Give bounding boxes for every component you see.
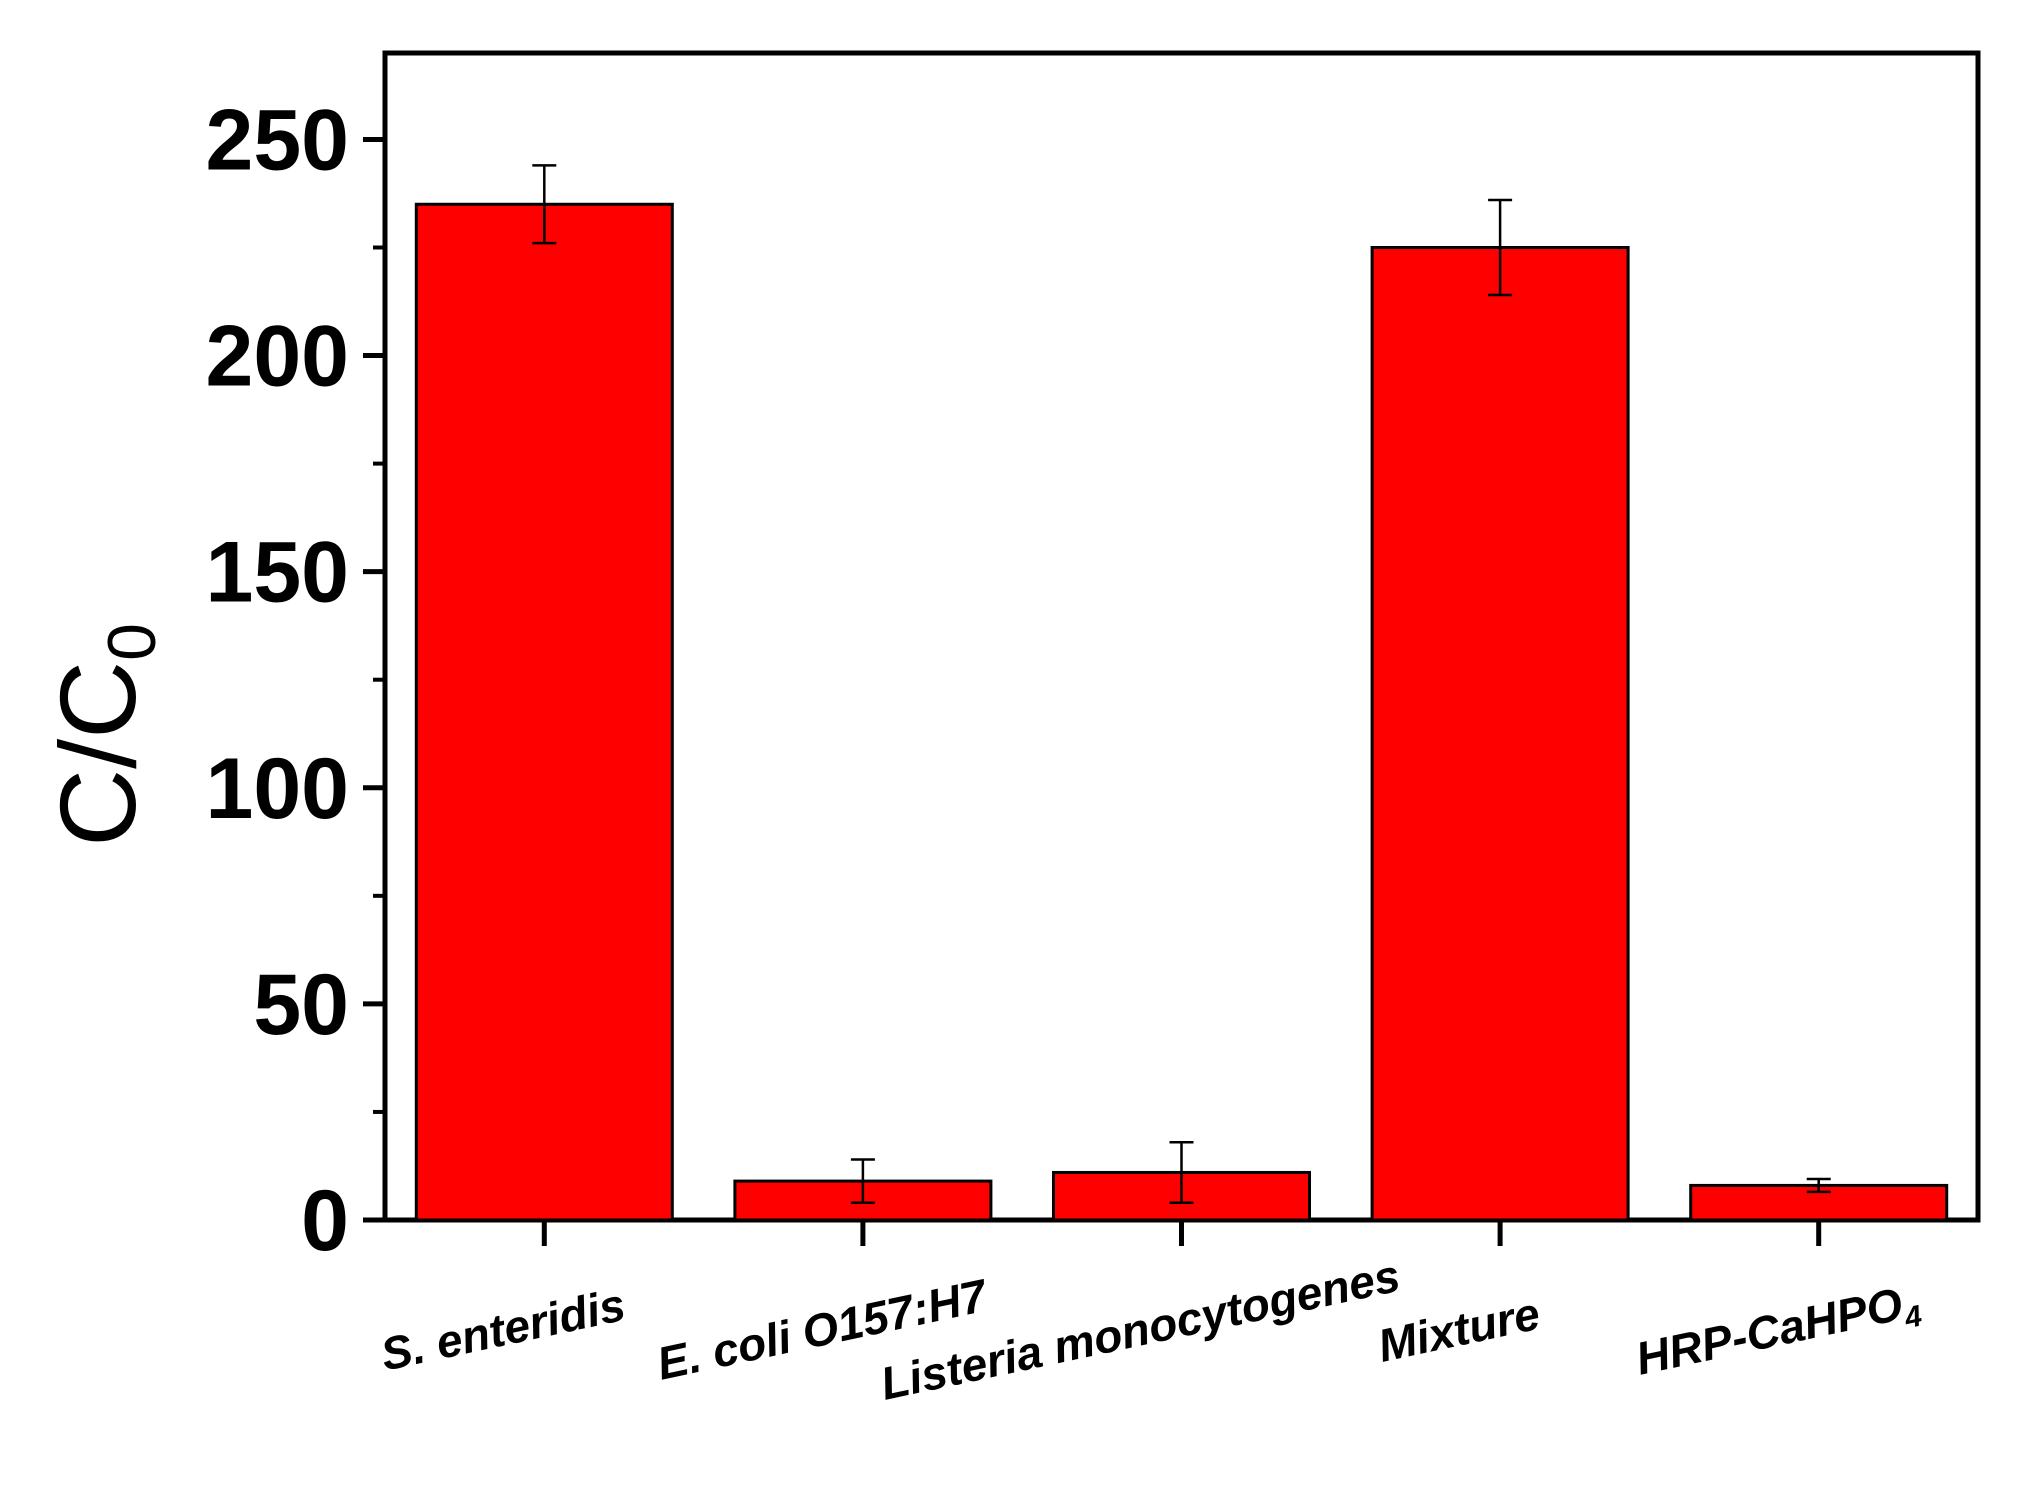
y-tick-label-5: 250	[206, 92, 350, 188]
y-axis: 0 50 100 150 200 250	[206, 92, 385, 1269]
y-tick-label-3: 150	[206, 525, 350, 621]
y-tick-label-4: 200	[206, 309, 350, 405]
bars-layer	[414, 202, 1949, 1222]
y-tick-label-1: 50	[253, 957, 349, 1053]
x-tick-label-0: S. enteridis	[376, 1278, 629, 1380]
y-axis-title-subscript: 0	[94, 623, 170, 661]
y-axis-title-main: C/C	[37, 661, 158, 847]
y-tick-label-0: 0	[301, 1173, 349, 1269]
x-tick-label-2: Listeria monocytogenes	[876, 1249, 1404, 1410]
error-bars-layer	[532, 164, 1831, 1204]
y-axis-title: C/C0	[37, 623, 170, 847]
y-tick-label-2: 100	[206, 741, 350, 837]
bar-0	[414, 202, 674, 1222]
x-tick-label-4: HRP-CaHPO4	[1631, 1274, 1925, 1392]
bar-3	[1370, 246, 1630, 1222]
